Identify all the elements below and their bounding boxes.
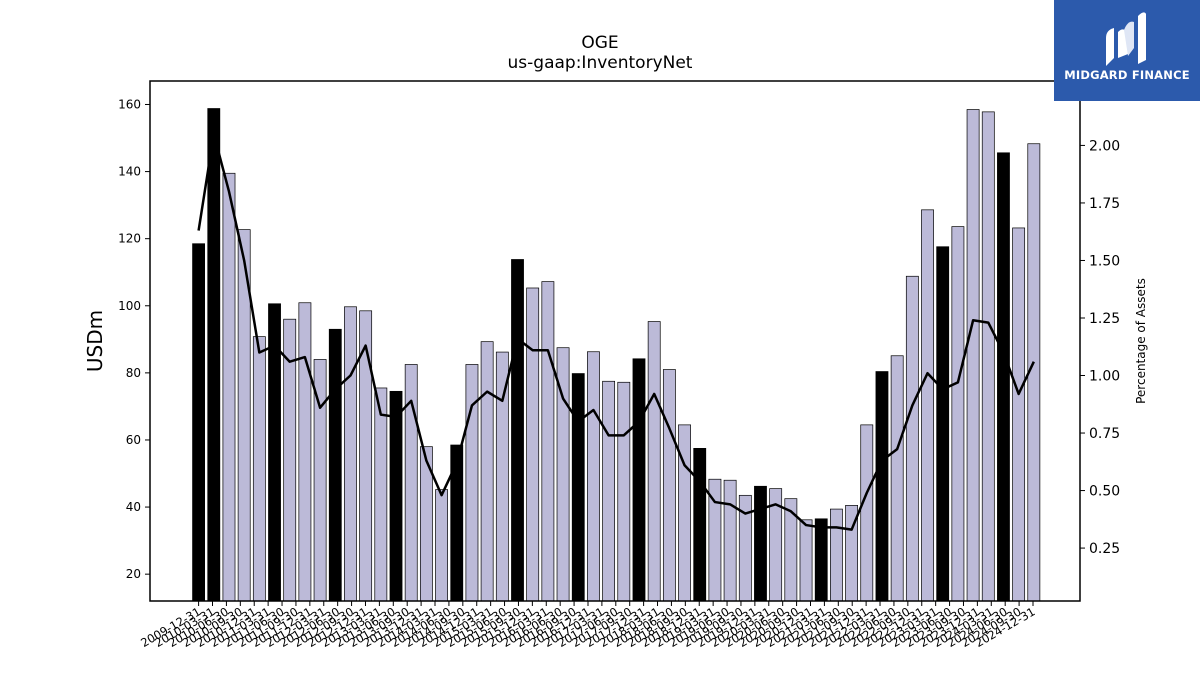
bar [617, 381, 631, 602]
bar-series [192, 108, 1041, 602]
bar [905, 275, 919, 602]
bar [252, 336, 266, 602]
bar [480, 341, 494, 602]
y2-tick-label: 1.75 [1089, 196, 1120, 212]
bar [799, 519, 813, 602]
y2-tick-label: 1.25 [1089, 311, 1120, 327]
bar [951, 226, 965, 602]
y2-tick-label: 0.25 [1089, 541, 1120, 557]
bar [678, 424, 691, 602]
y-tick-label: 40 [126, 500, 141, 514]
midgard-m-logo-icon [1106, 12, 1146, 66]
line-series [197, 132, 1035, 531]
y2-tick-label: 1.50 [1089, 253, 1120, 269]
bar [830, 508, 843, 602]
bar [571, 373, 585, 602]
bar [875, 371, 889, 602]
plot-frame [149, 80, 1081, 602]
y-tick-label: 20 [126, 567, 141, 581]
bar [647, 321, 661, 602]
y-axis-label: USDm [83, 310, 107, 372]
bar [374, 387, 388, 602]
x-axis: 2009-12-312010-03-312010-06-302010-09-30… [138, 601, 1038, 650]
bar [890, 355, 904, 602]
y2-tick-label: 1.00 [1089, 369, 1120, 385]
bar [921, 209, 934, 602]
bar [1012, 227, 1026, 602]
bar [754, 485, 767, 602]
bar [860, 424, 874, 602]
bar [222, 172, 236, 602]
left-axis: 20 40 60 80 100 120 140 160 [118, 97, 150, 581]
y-tick-label: 80 [126, 366, 141, 380]
y-tick-label: 140 [118, 165, 141, 179]
bar [587, 351, 600, 602]
y2-tick-label: 0.50 [1089, 484, 1120, 500]
y-tick-label: 160 [118, 97, 141, 111]
y2-tick-label: 2.00 [1089, 138, 1120, 154]
chart-subtitle: us-gaap:InventoryNet [507, 53, 693, 73]
percentage-line [197, 132, 1035, 531]
bar [389, 390, 403, 602]
bar [526, 287, 540, 602]
bar [723, 479, 737, 602]
bar [192, 243, 206, 602]
bar [693, 448, 707, 602]
bar [298, 302, 312, 602]
bar [511, 259, 524, 602]
bar [328, 328, 342, 602]
bar [541, 281, 555, 602]
bar [435, 489, 448, 602]
y-tick-label: 120 [118, 232, 141, 246]
bar [495, 351, 509, 602]
bar [981, 111, 995, 602]
y2-axis-label: Percentage of Assets [1134, 278, 1148, 404]
bar [966, 109, 980, 602]
bar [207, 108, 221, 602]
bar [936, 246, 950, 602]
y-tick-label: 60 [126, 433, 141, 447]
chart-title: OGE [581, 33, 619, 53]
bar [632, 358, 646, 602]
bar [662, 369, 676, 602]
right-axis: 0.25 0.50 0.75 1.00 1.25 1.50 1.75 2.00 [1080, 138, 1120, 557]
bar [450, 444, 464, 602]
bar [814, 518, 828, 602]
logo-text: MIDGARD FINANCE [1064, 68, 1190, 82]
bar [602, 380, 616, 602]
bar [997, 152, 1010, 602]
midgard-finance-logo: MIDGARD FINANCE [1054, 0, 1200, 101]
bar [344, 306, 357, 602]
y-tick-label: 100 [118, 299, 141, 313]
y2-tick-label: 0.75 [1089, 426, 1120, 442]
